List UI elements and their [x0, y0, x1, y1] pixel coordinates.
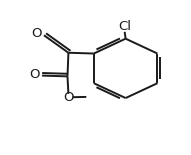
- Text: O: O: [32, 27, 42, 40]
- Text: Cl: Cl: [118, 20, 131, 33]
- Text: O: O: [63, 91, 74, 104]
- Text: O: O: [30, 68, 40, 81]
